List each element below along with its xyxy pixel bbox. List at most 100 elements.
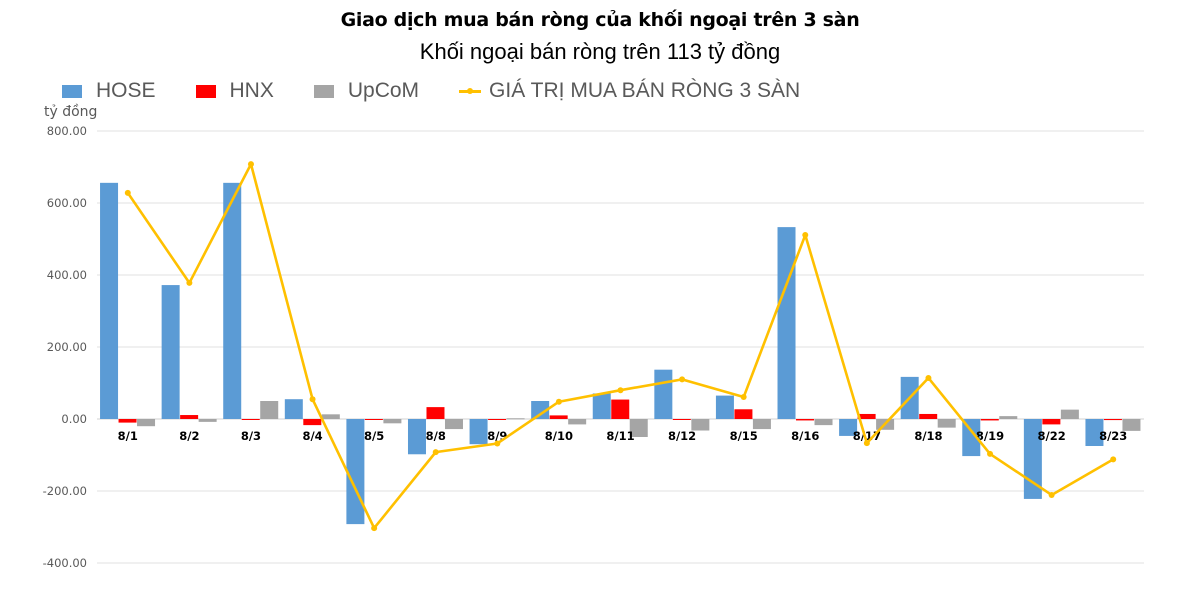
bar-upcom: [1122, 419, 1141, 431]
bar-hnx: [919, 413, 938, 419]
bar-upcom: [999, 416, 1018, 419]
bar-hose: [1085, 419, 1104, 446]
bar-hose: [223, 182, 242, 419]
x-tick-label: 8/11: [606, 429, 634, 443]
line-point-marker: [1048, 491, 1055, 498]
x-tick-label: 8/5: [364, 429, 384, 443]
bar-hnx: [118, 419, 137, 423]
bar-hose: [592, 393, 611, 419]
legend-label: HNX: [229, 79, 274, 102]
chart-title: Giao dịch mua bán ròng của khối ngoại tr…: [340, 9, 860, 31]
line-point-marker: [247, 161, 254, 168]
legend-item-net-value: GIÁ TRỊ MUA BÁN RÒNG 3 SÀN: [459, 79, 800, 103]
line-point-marker: [863, 440, 870, 447]
y-tick-label: 200.00: [47, 340, 87, 354]
y-tick-label: -200.00: [43, 484, 87, 498]
bar-hnx: [241, 419, 260, 420]
chart-legend: HOSE HNX UpCoM GIÁ TRỊ MUA BÁN RÒNG 3 SÀ…: [62, 78, 840, 104]
bar-hnx: [549, 415, 568, 419]
bar-hnx: [796, 419, 815, 421]
y-tick-label: -400.00: [43, 556, 87, 570]
legend-label: HOSE: [96, 79, 156, 102]
x-tick-label: 8/22: [1038, 429, 1066, 443]
bar-hnx: [672, 419, 691, 420]
bar-upcom: [260, 401, 279, 419]
upcom-swatch-icon: [313, 84, 334, 98]
x-tick-label: 8/4: [302, 429, 322, 443]
bar-upcom: [629, 419, 648, 437]
bar-upcom: [444, 419, 463, 430]
line-point-marker: [555, 398, 562, 405]
net-value-line: [126, 162, 1114, 530]
legend-label: GIÁ TRỊ MUA BÁN RÒNG 3 SÀN: [489, 79, 801, 102]
bar-hnx: [611, 399, 630, 419]
bar-series: [100, 182, 1141, 525]
net-value-line-series: [124, 161, 1117, 532]
bar-hose: [962, 419, 981, 457]
line-point-marker: [309, 396, 316, 403]
x-tick-label: 8/23: [1099, 429, 1127, 443]
bar-hnx: [303, 419, 322, 426]
bar-hose: [284, 399, 303, 419]
line-point-marker: [802, 232, 809, 239]
bar-upcom: [506, 418, 525, 420]
bar-upcom: [568, 419, 587, 425]
x-tick-label: 8/8: [426, 429, 446, 443]
x-tick-label: 8/16: [791, 429, 819, 443]
y-axis-unit-label: tỷ đồng: [44, 104, 98, 120]
legend-label: UpCoM: [347, 79, 420, 102]
line-point-marker: [124, 189, 131, 196]
x-tick-label: 8/17: [853, 429, 881, 443]
bar-upcom: [1060, 409, 1079, 419]
y-tick-label: 600.00: [47, 196, 87, 210]
y-tick-label: 0.00: [61, 412, 87, 426]
bar-hnx: [364, 419, 383, 420]
line-marker-icon: [459, 85, 482, 98]
bar-upcom: [691, 419, 710, 431]
chart-subtitle: Khối ngoại bán ròng trên 113 tỷ đồng: [419, 39, 781, 64]
bar-hnx: [426, 407, 445, 419]
x-axis-ticks: 8/1 8/2 8/3 8/4 8/5 8/8 8/9 8/10 8/11 8/12 8/15 8/1…: [118, 429, 1128, 443]
gridlines: [97, 130, 1144, 564]
line-point-marker: [679, 376, 686, 383]
bar-hnx: [980, 419, 999, 421]
y-tick-label: 400.00: [47, 268, 87, 282]
bar-hose: [346, 419, 365, 525]
bar-hose: [100, 182, 119, 419]
x-tick-label: 8/3: [241, 429, 261, 443]
legend-item-hose: HOSE: [62, 79, 156, 103]
bar-hnx: [488, 419, 507, 420]
bar-hnx: [1103, 419, 1122, 421]
bar-upcom: [937, 419, 956, 428]
line-point-marker: [371, 525, 378, 532]
bar-hose: [777, 227, 796, 419]
bar-upcom: [198, 419, 217, 422]
bar-hnx: [180, 415, 199, 419]
bar-hose: [161, 285, 180, 419]
line-point-marker: [925, 374, 932, 381]
bar-upcom: [137, 419, 156, 427]
bar-hnx: [857, 413, 876, 419]
x-tick-label: 8/2: [179, 429, 199, 443]
bar-hose: [469, 419, 488, 445]
x-tick-label: 8/19: [976, 429, 1004, 443]
bar-hose: [839, 419, 858, 436]
hose-swatch-icon: [62, 84, 82, 98]
bar-hnx: [1042, 419, 1061, 425]
line-point-marker: [494, 440, 501, 447]
bar-hose: [407, 419, 426, 455]
bar-upcom: [383, 419, 402, 424]
line-point-marker: [987, 450, 994, 457]
bar-hose: [531, 401, 550, 419]
bar-upcom: [814, 419, 833, 426]
line-point-marker: [740, 394, 747, 401]
bar-upcom: [752, 419, 771, 430]
legend-item-hnx: HNX: [195, 79, 274, 103]
x-tick-label: 8/10: [545, 429, 573, 443]
bar-upcom: [321, 414, 340, 419]
bar-hose: [715, 395, 734, 419]
x-tick-label: 8/12: [668, 429, 696, 443]
line-point-marker: [432, 449, 439, 456]
legend-item-upcom: UpCoM: [313, 79, 420, 103]
